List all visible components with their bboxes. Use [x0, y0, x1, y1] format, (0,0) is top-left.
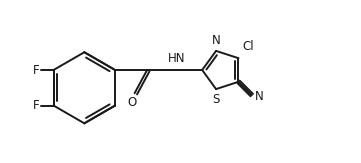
Text: N: N — [212, 34, 221, 47]
Text: F: F — [33, 99, 39, 112]
Text: O: O — [127, 96, 137, 109]
Text: F: F — [33, 64, 39, 76]
Text: N: N — [255, 90, 264, 103]
Text: Cl: Cl — [243, 40, 254, 53]
Text: S: S — [212, 93, 220, 106]
Text: HN: HN — [168, 52, 185, 65]
